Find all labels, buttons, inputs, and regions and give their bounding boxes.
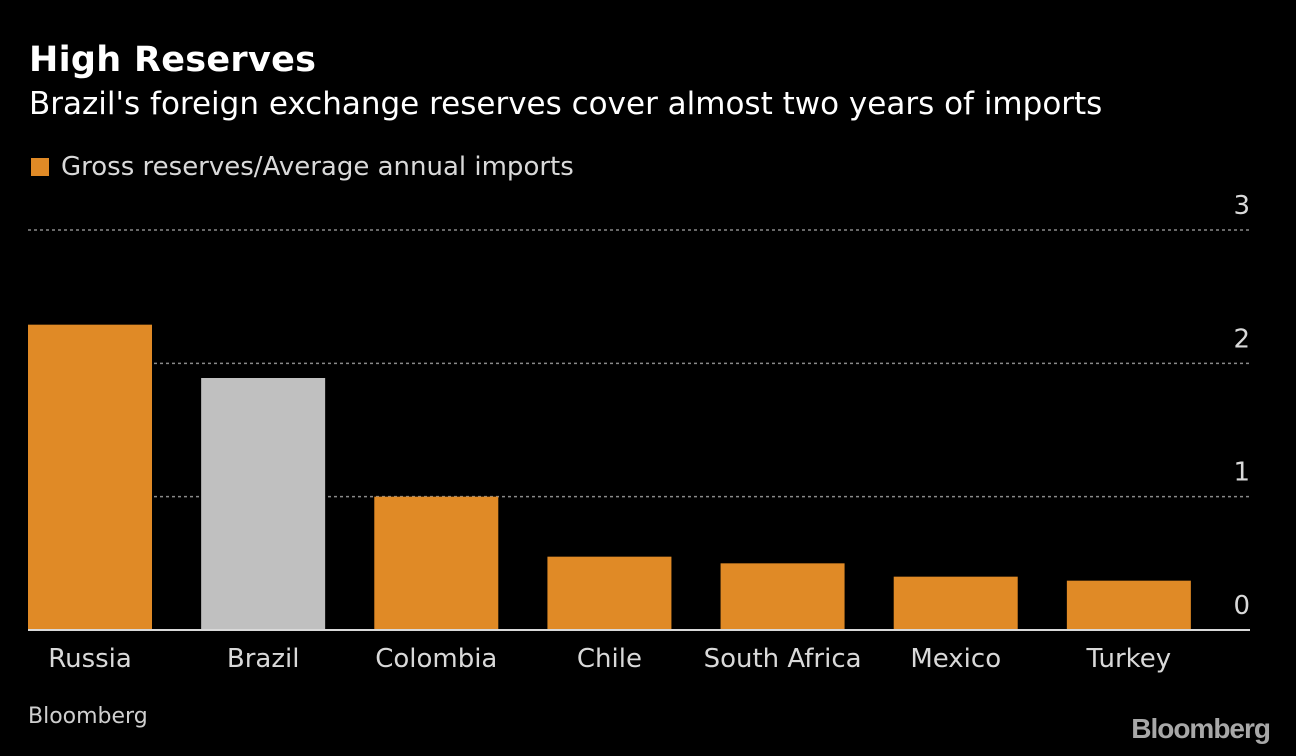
x-tick-label: Colombia bbox=[375, 644, 497, 674]
legend: Gross reserves/Average annual imports bbox=[31, 152, 574, 182]
y-tick-label: 3 bbox=[1233, 191, 1250, 221]
x-tick-label: Mexico bbox=[910, 644, 1001, 674]
bar-brazil bbox=[201, 378, 326, 630]
x-tick-label: Chile bbox=[577, 644, 642, 674]
x-tick-label: Brazil bbox=[227, 644, 300, 674]
bar-mexico bbox=[893, 576, 1018, 630]
bloomberg-logo: Bloomberg bbox=[1131, 713, 1271, 744]
bar-chile bbox=[547, 556, 672, 630]
bar-russia bbox=[28, 324, 152, 630]
x-tick-label: Turkey bbox=[1086, 644, 1172, 674]
y-tick-label: 1 bbox=[1233, 458, 1250, 488]
bar-turkey bbox=[1066, 580, 1191, 630]
bar-colombia bbox=[374, 496, 499, 630]
y-tick-label: 2 bbox=[1233, 324, 1250, 354]
legend-swatch bbox=[31, 158, 49, 176]
chart-title: High Reserves bbox=[29, 40, 317, 80]
bar-south-africa bbox=[720, 563, 845, 630]
legend-label: Gross reserves/Average annual imports bbox=[61, 152, 574, 182]
chart-subtitle: Brazil's foreign exchange reserves cover… bbox=[29, 86, 1103, 122]
x-tick-label: Russia bbox=[48, 644, 132, 674]
x-tick-label: South Africa bbox=[704, 644, 862, 674]
y-tick-label: 0 bbox=[1233, 591, 1250, 621]
source-note: Bloomberg bbox=[28, 704, 148, 729]
